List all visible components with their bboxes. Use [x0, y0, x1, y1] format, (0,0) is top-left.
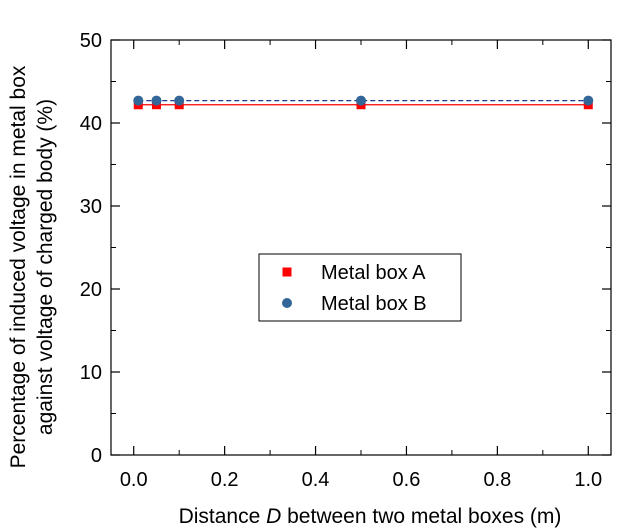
- legend: Metal box A Metal box B: [258, 253, 462, 322]
- legend-marker-series-2: [282, 298, 292, 308]
- y-axis-title: Percentage of induced voltage in metal b…: [7, 65, 57, 468]
- legend-label-series-2: Metal box B: [321, 293, 427, 315]
- x-tick-label: 0.2: [211, 469, 239, 491]
- y-tick-label: 50: [80, 30, 102, 52]
- marker-series-2: [133, 95, 144, 106]
- x-tick-label: 1.0: [574, 469, 602, 491]
- y-tick-label: 30: [80, 196, 102, 218]
- data-markers: [133, 95, 594, 110]
- y-axis-title-line-2: against voltage of charged body (%): [34, 99, 57, 435]
- y-tick-label: 10: [80, 362, 102, 384]
- x-tick-label: 0.6: [393, 469, 421, 491]
- x-tick-label: 0.0: [120, 469, 148, 491]
- tick-labels: 0.0 0.2 0.4 0.6 0.8 1.0 0 10 20 30 40 50: [80, 30, 602, 491]
- x-tick-label: 0.4: [302, 469, 330, 491]
- y-tick-label: 20: [80, 279, 102, 301]
- y-tick-label: 40: [80, 113, 102, 135]
- marker-series-2: [151, 95, 162, 106]
- x-axis-title: Distance D between two metal boxes (m): [179, 505, 562, 528]
- marker-series-2: [174, 95, 185, 106]
- axis-ticks: [111, 39, 611, 456]
- legend-label-series-1: Metal box A: [321, 262, 426, 284]
- legend-marker-series-1: [282, 267, 292, 277]
- x-tick-label: 0.8: [483, 469, 511, 491]
- marker-series-2: [356, 95, 366, 106]
- y-axis-title-line-1: Percentage of induced voltage in metal b…: [7, 65, 30, 468]
- y-tick-label: 0: [91, 445, 102, 467]
- legend-box: [258, 253, 462, 322]
- marker-series-2: [583, 95, 594, 106]
